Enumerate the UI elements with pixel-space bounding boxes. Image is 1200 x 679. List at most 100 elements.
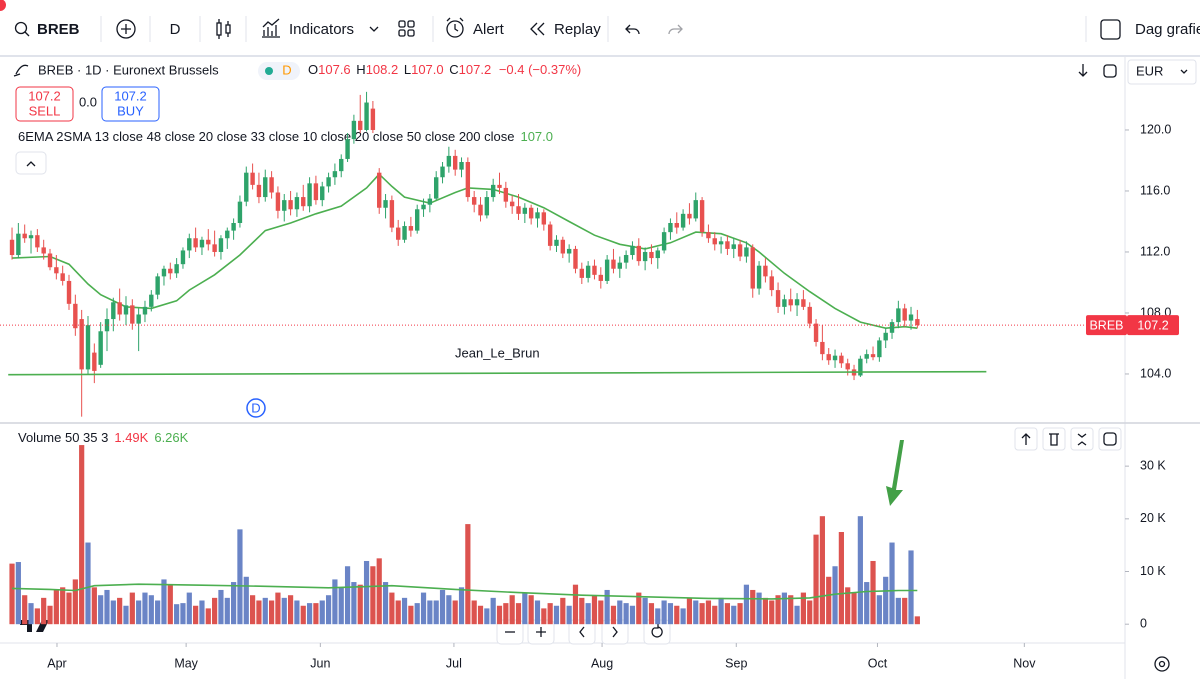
volume-bar xyxy=(864,582,870,625)
candle-body xyxy=(484,197,490,216)
candle-body xyxy=(725,241,730,249)
candle-body xyxy=(889,322,895,333)
redo-button[interactable] xyxy=(668,24,683,35)
sell-box xyxy=(15,86,74,122)
price-tag-box xyxy=(1127,315,1179,336)
currency-select[interactable] xyxy=(1127,59,1197,85)
candle-body xyxy=(345,139,350,159)
volume-bar xyxy=(357,584,363,625)
candle-body xyxy=(47,253,53,268)
volume-bar xyxy=(28,603,34,625)
maximize-button[interactable] xyxy=(1103,64,1117,78)
volume-bar xyxy=(338,587,344,625)
candle-body xyxy=(870,354,876,358)
candle-body xyxy=(263,177,268,198)
volume-bar xyxy=(363,560,370,625)
candle-body xyxy=(756,265,762,289)
replay-button[interactable]: Replay xyxy=(530,21,601,38)
volume-bar xyxy=(167,584,173,625)
candle-body xyxy=(92,352,97,371)
interval-button[interactable]: D xyxy=(170,21,181,38)
volume-bar xyxy=(737,603,743,625)
candle-body xyxy=(339,158,344,172)
volume-bar xyxy=(541,608,547,625)
y-tick-label: 112.0 xyxy=(1140,244,1170,258)
candle-body xyxy=(883,332,888,341)
layout-checkbox[interactable] xyxy=(1100,19,1121,40)
candle-body xyxy=(706,232,711,239)
undo-button[interactable] xyxy=(625,24,640,35)
volume-bar xyxy=(566,605,572,625)
candle-body xyxy=(820,341,825,355)
candle-body xyxy=(813,323,819,342)
templates-button[interactable] xyxy=(398,20,415,37)
volume-bar xyxy=(98,595,104,625)
volume-bar xyxy=(876,595,882,625)
settings-button[interactable] xyxy=(1154,656,1170,672)
volume-bar xyxy=(123,605,129,625)
delete-button[interactable] xyxy=(1042,427,1066,451)
x-tick-label: Jun xyxy=(310,656,330,670)
spread: 0.0 xyxy=(79,94,97,109)
volume-bar xyxy=(9,563,15,625)
candle-body xyxy=(471,197,477,205)
candle-body xyxy=(459,162,464,170)
maximize-button[interactable] xyxy=(1098,427,1122,451)
chart-type[interactable] xyxy=(216,19,231,39)
candle-body xyxy=(668,222,673,233)
collapse-button[interactable] xyxy=(1070,427,1094,451)
volume-bar xyxy=(268,600,275,625)
y-tick-label: 116.0 xyxy=(1140,183,1170,197)
candle-body xyxy=(535,212,540,219)
buy-label: BUY xyxy=(117,103,144,118)
event-marker[interactable] xyxy=(246,398,266,418)
move-down-button[interactable] xyxy=(1078,64,1088,77)
candle-body xyxy=(712,238,717,245)
add-symbol[interactable] xyxy=(116,19,136,39)
volume-bar xyxy=(104,589,110,625)
volume-bar xyxy=(136,600,142,625)
volume-bar xyxy=(79,445,85,625)
volume-bar xyxy=(560,597,566,625)
volume-bar xyxy=(401,597,408,625)
volume-bar xyxy=(617,600,623,625)
candle-body xyxy=(433,177,439,199)
candle-body xyxy=(478,204,483,216)
candle-body xyxy=(560,239,566,254)
volume-bar xyxy=(667,603,674,625)
x-tick-label: Nov xyxy=(1013,656,1036,670)
candle-body xyxy=(763,265,768,277)
buy-button[interactable]: 107.2 BUY xyxy=(101,86,160,122)
left-icon xyxy=(579,626,585,638)
symbol-search[interactable]: BREB xyxy=(14,21,80,38)
volume-bar xyxy=(344,566,351,625)
volume-bar xyxy=(389,592,395,625)
volume-bar xyxy=(174,604,180,625)
candle-body xyxy=(332,171,338,178)
volume-bar xyxy=(636,592,642,625)
trend-line-label: Jean_Le_Brun xyxy=(455,346,540,361)
volume-bar xyxy=(579,597,585,625)
candle-body xyxy=(389,200,395,228)
candle-body xyxy=(41,247,46,254)
candle-body xyxy=(22,233,27,239)
indicators-button[interactable]: Indicators xyxy=(262,18,379,38)
y-tick-label: 0 xyxy=(1140,616,1147,630)
ohlc-key: H xyxy=(356,62,365,77)
candle-body xyxy=(509,201,515,207)
change: −0.4 (−0.37%) xyxy=(499,62,581,77)
volume-bar xyxy=(851,592,857,625)
volume-bar xyxy=(193,605,199,625)
collapse-legend[interactable] xyxy=(15,151,47,175)
sell-button[interactable]: 107.2 SELL xyxy=(15,86,74,122)
volume-bar xyxy=(382,582,389,625)
candle-body xyxy=(370,108,376,130)
candle-body xyxy=(864,354,869,359)
candle-body xyxy=(592,265,597,275)
volume-bar xyxy=(699,603,705,625)
alert-button[interactable]: Alert xyxy=(446,17,505,38)
candle-body xyxy=(16,233,21,256)
candle-body xyxy=(807,306,812,324)
volume-bar xyxy=(129,592,135,625)
volume-bar xyxy=(275,592,281,625)
